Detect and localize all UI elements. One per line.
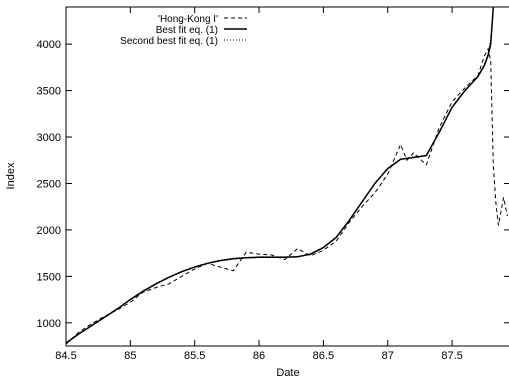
series-line-1 bbox=[66, 47, 508, 345]
legend-label: Best fit eq. (1) bbox=[156, 25, 218, 36]
x-tick-label: 85.5 bbox=[184, 350, 205, 362]
x-axis-label: Date bbox=[276, 367, 299, 379]
y-tick-label: 3500 bbox=[37, 86, 61, 98]
y-tick-label: 2500 bbox=[37, 178, 61, 190]
y-axis-label: Index bbox=[5, 162, 17, 189]
x-tick-label: 85 bbox=[124, 350, 136, 362]
series-line-2 bbox=[66, 7, 495, 344]
y-tick-label: 4000 bbox=[37, 39, 61, 51]
y-tick-label: 1500 bbox=[37, 271, 61, 283]
x-tick-label: 86.5 bbox=[313, 350, 334, 362]
x-tick-label: 87.5 bbox=[441, 350, 462, 362]
legend-label: 'Hong-Kong I' bbox=[158, 14, 218, 25]
y-tick-label: 3000 bbox=[37, 132, 61, 144]
x-tick-label: 84.5 bbox=[55, 350, 76, 362]
legend: 'Hong-Kong I'Best fit eq. (1)Second best… bbox=[120, 14, 247, 47]
x-tick-label: 87 bbox=[382, 350, 394, 362]
tick-layer: 84.5 85 85.5 86 86.5 87 87.5 1000 1500 2000 2500 30… bbox=[37, 7, 509, 362]
y-tick-label: 1000 bbox=[37, 318, 61, 330]
x-tick-label: 86 bbox=[253, 350, 265, 362]
series-layer bbox=[66, 7, 508, 345]
plot-frame bbox=[65, 6, 509, 347]
legend-label: Second best fit eq. (1) bbox=[120, 36, 218, 47]
y-tick-label: 2000 bbox=[37, 225, 61, 237]
series-line-3 bbox=[66, 7, 494, 343]
